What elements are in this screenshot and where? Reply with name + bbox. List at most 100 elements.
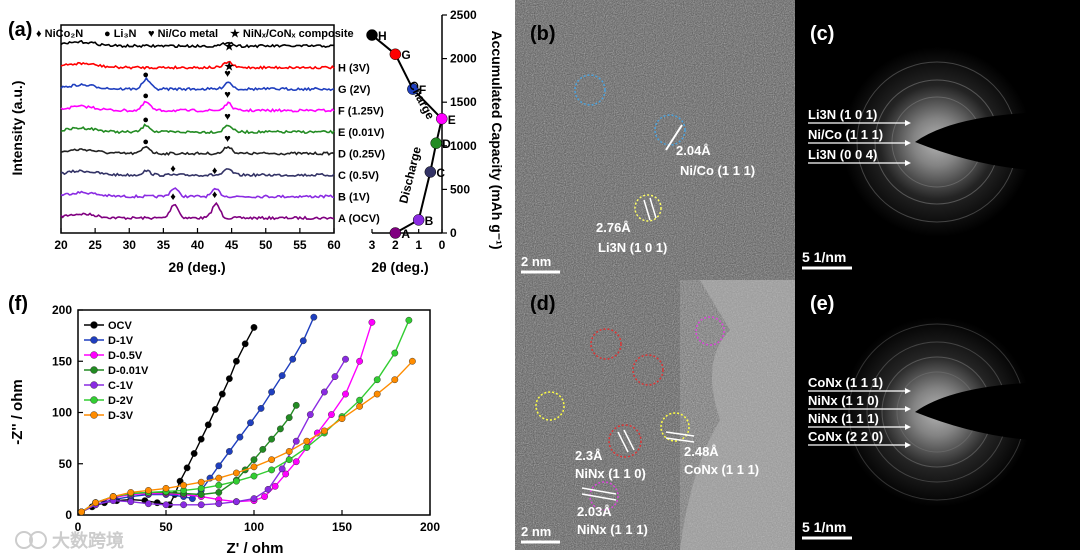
tem-b-circle-2 [654, 114, 686, 146]
eis-point-C-1V-14 [306, 411, 314, 418]
tem-b-texture [515, 0, 795, 280]
eis-legend-label-3: D-0.01V [108, 365, 149, 377]
cap-ytick-label-3: 1500 [450, 95, 477, 109]
panel-a-xrd: (a) ♦ NiCo₂N ● Li₃N ♥ Ni/Co metal ★ NiNₓ… [8, 19, 385, 275]
xrd-ylabel: Intensity (a.u.) [9, 81, 25, 176]
tem-d-scale: 2 nm [521, 524, 551, 539]
xrd-peak-marker-6: ● [142, 114, 149, 126]
eis-point-D-1V-11 [225, 448, 233, 455]
eis-point-C-1V-6 [180, 501, 188, 509]
eis-point-OCV-14 [211, 406, 219, 413]
xrd-peak-marker-13: ★ [224, 41, 234, 53]
tem-d-fringe-3a [581, 487, 617, 495]
eis-point-D-3V-5 [162, 484, 170, 492]
eis-point-D-1V-13 [247, 419, 254, 427]
eis-point-C-1V-17 [342, 355, 349, 363]
tem-d-anno2b: CoNx (1 1 1) [684, 462, 759, 477]
saed-e-beamstop [915, 381, 1080, 441]
eis-point-C-1V-13 [292, 437, 300, 445]
eis-point-D-1V-16 [278, 372, 286, 379]
eis-point-D-0.01V-7 [197, 491, 205, 498]
eis-point-D-3V-10 [250, 463, 258, 471]
eis-legend-marker-5 [90, 396, 98, 404]
capacity-point-C [424, 166, 437, 178]
eis-point-D-0.01V-8 [215, 489, 223, 496]
eis-point-D-1V-15 [268, 388, 275, 396]
saed-c-rings-label-0: Li3N (1 0 1) [808, 107, 877, 122]
eis-point-C-1V-5 [162, 501, 170, 509]
panel-f-label: (f) [8, 293, 28, 315]
eis-point-D-3V-19 [408, 357, 416, 365]
capacity-point-B [412, 214, 425, 226]
xrd-xtick-label-5: 45 [225, 238, 239, 252]
eis-xtick-label-2: 100 [244, 520, 264, 534]
xrd-label-1: B (1V) [338, 192, 370, 204]
eis-xtick-label-3: 150 [332, 520, 352, 534]
panel-a-capacity: 0 500 1000 1500 2000 2500 3 2 1 0 A B C DE F GH Accumu… [366, 8, 505, 275]
saed-c-rings-arrowhead-2 [905, 160, 911, 166]
eis-ytick-label-0: 0 [65, 508, 72, 522]
capacity-point-E [436, 113, 448, 125]
saed-c-beamstop [915, 111, 1080, 171]
tem-d-fringe-2a [665, 431, 695, 437]
eis-point-D-0.5V-11 [261, 493, 268, 500]
xrd-peak-marker-0: ♦ [170, 191, 176, 203]
saed-e-scale: 5 1/nm [802, 519, 846, 535]
eis-point-D-0.01V-16 [292, 401, 300, 409]
xrd-x-ticks: 20 25 30 35 40 45 50 55 60 [54, 228, 341, 252]
eis-point-D-0.01V-13 [268, 435, 275, 443]
tem-b-scale: 2 nm [521, 254, 551, 269]
saed-e-rings-arrowhead-1 [905, 406, 911, 412]
xrd-curve-2 [60, 168, 335, 178]
eis-point-OCV-16 [225, 375, 233, 383]
saed-e-ring-labels: CoNx (1 1 1) NiNx (1 1 0) NiNx (1 1 1) CoNx… [808, 375, 911, 448]
tem-b-anno2: 2.76Å [596, 220, 631, 235]
eis-point-D-0.01V-12 [259, 445, 267, 453]
panel-d-tem: (d) 2.3Å NiNx (1 1 0) 2.48Å CoNx (1 1 1)… [515, 280, 795, 550]
eis-point-D-3V-13 [303, 437, 311, 445]
cap-ytick-label-4: 2000 [450, 52, 477, 66]
eis-xlabel: Z' / ohm [227, 540, 284, 557]
eis-legend: OCV D-1V D-0.5V D-0.01V C-1V D-2V D-3V [84, 320, 149, 422]
eis-point-D-1V-17 [289, 355, 297, 363]
xrd-label-2: C (0.5V) [338, 170, 379, 182]
eis-point-OCV-17 [232, 357, 240, 365]
eis-xtick-label-0: 0 [75, 520, 82, 534]
xrd-xtick-label-6: 50 [259, 238, 273, 252]
eis-legend-label-2: D-0.5V [108, 350, 143, 362]
capacity-point-label-A: A [401, 227, 410, 241]
panel-e-saed: (e) CoNx (1 1 1) NiNx (1 1 0) NiNx (1 1 1)… [795, 280, 1080, 550]
xrd-label-3: D (0.25V) [338, 149, 385, 161]
panel-f-eis: (f) 0 50 100 150 200 0 50 100 150 200 OCV D-1V D-0.… [8, 293, 440, 557]
xrd-label-5: F (1.25V) [338, 106, 384, 118]
capacity-point-H [366, 29, 378, 41]
xrd-peak-marker-10: ● [142, 69, 149, 81]
eis-xtick-label-1: 50 [159, 520, 173, 534]
eis-point-D-0.01V-11 [250, 456, 258, 464]
xrd-xtick-label-0: 20 [54, 238, 68, 252]
capacity-point-F [407, 83, 419, 95]
eis-ytick-label-2: 100 [52, 406, 72, 420]
eis-point-D-3V-7 [197, 478, 205, 486]
eis-point-D-2V-7 [197, 484, 205, 492]
saed-c-rings-label-2: Li3N (0 0 4) [808, 147, 877, 162]
eis-curves [78, 313, 416, 516]
cap-ytick-label-2: 1000 [450, 139, 477, 153]
eis-point-D-3V-8 [215, 474, 223, 482]
tem-d-amorphous-texture [680, 280, 795, 550]
xrd-xtick-label-1: 25 [88, 238, 102, 252]
eis-legend-marker-0 [90, 321, 98, 329]
xrd-curve-5 [60, 100, 335, 113]
tem-d-circle-7 [589, 481, 619, 511]
tem-d-circle-2 [632, 354, 664, 386]
saed-e-rings-arrowhead-0 [905, 388, 911, 394]
xrd-curve-0 [60, 201, 335, 221]
eis-point-D-2V-19 [405, 316, 413, 324]
eis-point-D-3V-9 [232, 469, 240, 477]
eis-point-D-0.5V-12 [271, 482, 279, 490]
xrd-series-labels: A (OCV) B (1V) C (0.5V) D (0.25V) E (0.01V) F… [338, 63, 385, 226]
tem-d-circle-1 [590, 328, 622, 360]
eis-point-D-3V-17 [373, 390, 381, 398]
xrd-xtick-label-4: 40 [191, 238, 205, 252]
